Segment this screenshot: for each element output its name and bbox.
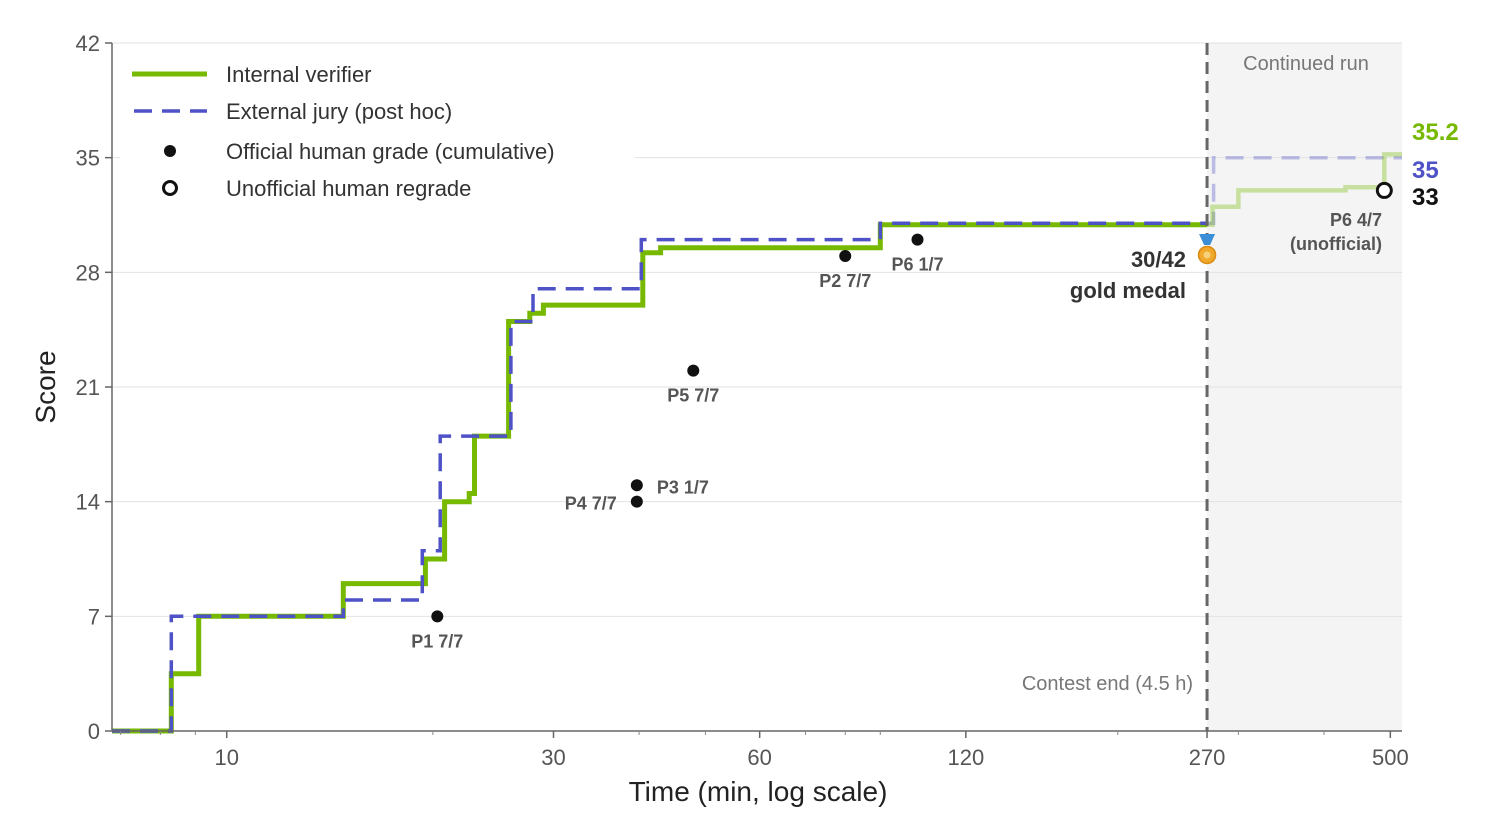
y-tick-label: 0 bbox=[88, 719, 100, 744]
continued-run-label: Continued run bbox=[1243, 53, 1369, 75]
unofficial-regrade-label: (unofficial) bbox=[1290, 234, 1382, 254]
legend-label-external-jury: External jury (post hoc) bbox=[226, 99, 452, 124]
official-grade-label: P2 7/7 bbox=[819, 271, 871, 291]
medal-star bbox=[1203, 251, 1211, 259]
official-grade-label: P5 7/7 bbox=[667, 386, 719, 406]
y-tick-label: 28 bbox=[76, 260, 100, 285]
legend-swatch-unofficial-regrade bbox=[162, 180, 178, 196]
official-grade-point bbox=[911, 233, 924, 246]
y-tick-label: 7 bbox=[88, 604, 100, 629]
y-tick-label: 35 bbox=[76, 146, 100, 171]
x-tick-label: 30 bbox=[541, 745, 565, 770]
external-jury-continued-line bbox=[1207, 155, 1402, 225]
official-grade-point bbox=[630, 495, 643, 508]
official-grade-point bbox=[630, 479, 643, 492]
official-grade-label: P4 7/7 bbox=[565, 494, 617, 514]
official-grade-label: P3 1/7 bbox=[657, 477, 709, 497]
unofficial-regrade-point bbox=[1375, 181, 1393, 199]
unofficial-final-value: 33 bbox=[1412, 184, 1439, 211]
legend-label-internal-verifier: Internal verifier bbox=[226, 62, 372, 87]
gold-medal-icon bbox=[1197, 233, 1217, 265]
contest-end-label: Contest end (4.5 h) bbox=[1022, 673, 1193, 695]
y-axis-title: Score bbox=[30, 350, 61, 423]
y-tick-label: 42 bbox=[76, 31, 100, 56]
annotations: Contest end (4.5 h) Continued run 35.2 3533… bbox=[1022, 43, 1459, 731]
legend-label-unofficial-regrade: Unofficial human regrade bbox=[226, 176, 471, 201]
x-tick-label: 60 bbox=[747, 745, 771, 770]
external-jury-final-value: 35 bbox=[1412, 157, 1439, 184]
medal-ribbon bbox=[1199, 233, 1216, 245]
official-grade-point bbox=[431, 610, 444, 623]
axes: 0 7 14 21 28 35 42 10 30 60 120 270 500 bbox=[76, 31, 1409, 770]
official-grade-label: P6 1/7 bbox=[891, 255, 943, 275]
x-tick-label: 10 bbox=[214, 745, 238, 770]
external-jury-line bbox=[112, 221, 1208, 733]
internal-verifier-continued-line bbox=[1207, 152, 1402, 228]
medal-score-label: 30/42 bbox=[1131, 247, 1186, 272]
x-tick-label: 120 bbox=[947, 745, 984, 770]
internal-verifier-final-value: 35.2 bbox=[1412, 119, 1459, 146]
legend-label-official-grade: Official human grade (cumulative) bbox=[226, 139, 555, 164]
grade-points: P1 7/7 P2 7/7 P3 1/7 P4 7/7 P5 7/7 P6 1/7 P6 4… bbox=[411, 181, 1393, 651]
legend-swatch-official-grade bbox=[164, 145, 176, 157]
internal-verifier-line bbox=[112, 222, 1208, 734]
legend: Internal verifier External jury (post ho… bbox=[120, 54, 635, 214]
series-lines bbox=[112, 152, 1402, 734]
x-tick-label: 270 bbox=[1189, 745, 1226, 770]
x-tick-label: 500 bbox=[1372, 745, 1409, 770]
official-grade-point bbox=[839, 249, 852, 262]
official-grade-label: P1 7/7 bbox=[411, 631, 463, 651]
medal-text-label: gold medal bbox=[1070, 278, 1186, 303]
x-axis-title: Time (min, log scale) bbox=[629, 776, 888, 807]
official-grade-point bbox=[687, 364, 700, 377]
y-tick-label: 14 bbox=[76, 490, 100, 515]
y-tick-label: 21 bbox=[76, 375, 100, 400]
unofficial-regrade-label: P6 4/7 bbox=[1330, 210, 1382, 230]
